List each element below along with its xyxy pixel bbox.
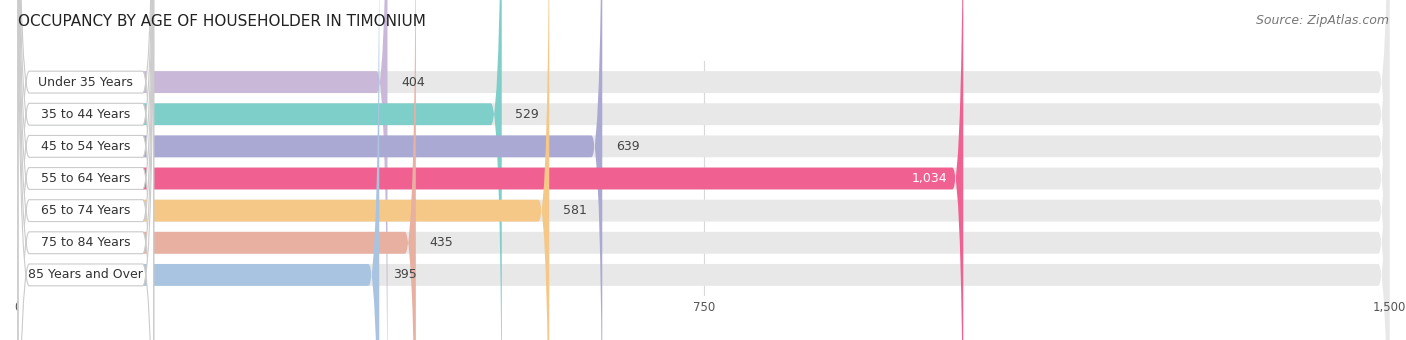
FancyBboxPatch shape — [18, 0, 153, 340]
Text: 404: 404 — [401, 75, 425, 89]
FancyBboxPatch shape — [18, 0, 550, 340]
FancyBboxPatch shape — [18, 0, 602, 340]
Text: 65 to 74 Years: 65 to 74 Years — [41, 204, 131, 217]
Text: 529: 529 — [516, 108, 538, 121]
Text: Source: ZipAtlas.com: Source: ZipAtlas.com — [1256, 14, 1389, 27]
Text: 395: 395 — [392, 268, 416, 282]
FancyBboxPatch shape — [18, 0, 1389, 340]
FancyBboxPatch shape — [18, 0, 380, 340]
Text: 639: 639 — [616, 140, 640, 153]
Text: 35 to 44 Years: 35 to 44 Years — [41, 108, 131, 121]
FancyBboxPatch shape — [18, 0, 1389, 340]
FancyBboxPatch shape — [18, 0, 1389, 340]
FancyBboxPatch shape — [18, 0, 1389, 340]
Text: 1,034: 1,034 — [911, 172, 946, 185]
Text: OCCUPANCY BY AGE OF HOUSEHOLDER IN TIMONIUM: OCCUPANCY BY AGE OF HOUSEHOLDER IN TIMON… — [18, 14, 426, 29]
FancyBboxPatch shape — [18, 0, 416, 340]
FancyBboxPatch shape — [18, 0, 153, 340]
Text: 85 Years and Over: 85 Years and Over — [28, 268, 143, 282]
Text: Under 35 Years: Under 35 Years — [38, 75, 134, 89]
Text: 581: 581 — [562, 204, 586, 217]
Text: 45 to 54 Years: 45 to 54 Years — [41, 140, 131, 153]
FancyBboxPatch shape — [18, 0, 1389, 340]
FancyBboxPatch shape — [18, 0, 153, 340]
FancyBboxPatch shape — [18, 0, 153, 340]
Text: 75 to 84 Years: 75 to 84 Years — [41, 236, 131, 249]
FancyBboxPatch shape — [18, 0, 502, 340]
FancyBboxPatch shape — [18, 0, 388, 340]
Text: 55 to 64 Years: 55 to 64 Years — [41, 172, 131, 185]
FancyBboxPatch shape — [18, 0, 1389, 340]
FancyBboxPatch shape — [18, 0, 153, 340]
FancyBboxPatch shape — [18, 0, 963, 340]
FancyBboxPatch shape — [18, 0, 153, 340]
FancyBboxPatch shape — [18, 0, 153, 340]
FancyBboxPatch shape — [18, 0, 1389, 340]
Text: 435: 435 — [430, 236, 453, 249]
